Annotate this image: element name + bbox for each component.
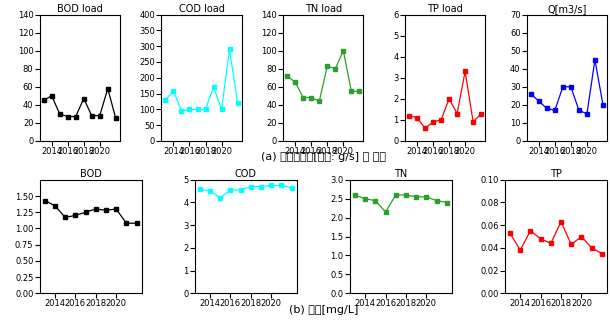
Title: Q[m3/s]: Q[m3/s] [547,4,587,14]
Title: TN load: TN load [305,4,342,14]
Title: COD load: COD load [179,4,224,14]
Title: TP load: TP load [427,4,463,14]
Text: (b) 농도[mg/L]: (b) 농도[mg/L] [289,305,358,315]
Title: COD: COD [235,169,257,179]
Title: TN: TN [394,169,407,179]
Text: (a) 오염부하량[단위: g/s] 및 유량: (a) 오염부하량[단위: g/s] 및 유량 [261,152,386,162]
Title: BOD load: BOD load [57,4,102,14]
Title: BOD: BOD [80,169,102,179]
Title: TP: TP [550,169,562,179]
